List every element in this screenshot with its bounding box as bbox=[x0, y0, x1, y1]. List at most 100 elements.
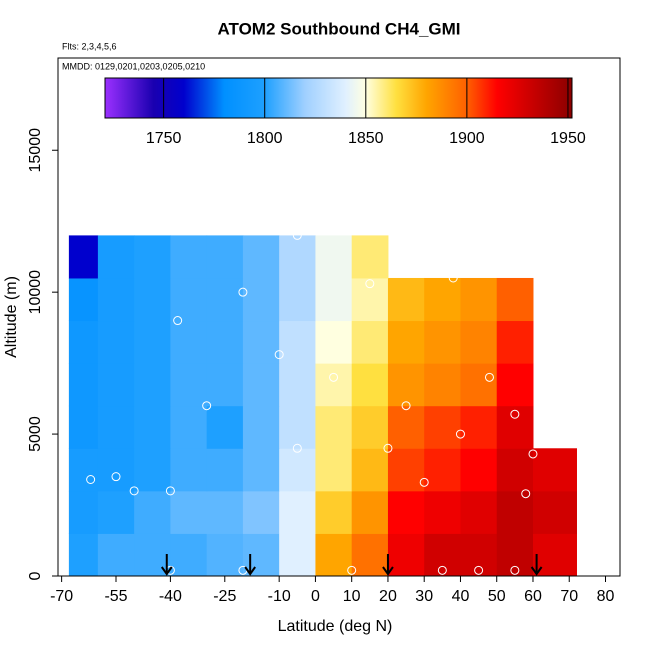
sample-point bbox=[383, 443, 393, 453]
heatmap-cell bbox=[351, 320, 389, 364]
heatmap-cell bbox=[170, 405, 208, 449]
heatmap-cell bbox=[134, 320, 171, 364]
heatmap-cell bbox=[279, 277, 316, 322]
heatmap-cell bbox=[387, 490, 425, 534]
heatmap-cell bbox=[387, 448, 425, 492]
subtitle: Flts: 2,3,4,5,6 bbox=[62, 41, 117, 51]
heatmap-cell bbox=[134, 363, 171, 407]
sample-point bbox=[165, 486, 175, 496]
heatmap-cell bbox=[97, 320, 135, 364]
heatmap-cell bbox=[460, 405, 498, 449]
heatmap-cell bbox=[242, 533, 280, 577]
heatmap-cell bbox=[134, 533, 171, 577]
heatmap-cell bbox=[97, 235, 135, 279]
y-axis-label: Altitude (m) bbox=[3, 276, 20, 358]
x-tick-label: 30 bbox=[415, 588, 433, 605]
x-tick-label: -10 bbox=[268, 588, 291, 605]
colorbar-tick-label: 1850 bbox=[348, 130, 384, 147]
heatmap-cell bbox=[532, 490, 577, 534]
heatmap-cell bbox=[242, 277, 280, 322]
arrow bbox=[530, 554, 543, 576]
heatmap-cell bbox=[351, 448, 389, 492]
x-tick-label: 70 bbox=[560, 588, 578, 605]
heatmap-cell bbox=[242, 363, 280, 407]
sample-point bbox=[419, 477, 429, 487]
heatmap-cell bbox=[206, 363, 244, 407]
heatmap-cell bbox=[170, 490, 208, 534]
colorbar-tick-label: 1800 bbox=[247, 130, 283, 147]
heatmap-cell bbox=[242, 405, 280, 449]
x-tick-label: -55 bbox=[104, 588, 127, 605]
heatmap-cell bbox=[242, 320, 280, 364]
heatmap-cell bbox=[424, 490, 461, 534]
heatmap-cell bbox=[68, 533, 99, 577]
heatmap-cell bbox=[387, 363, 425, 407]
sample-point bbox=[86, 474, 96, 484]
heatmap-cell bbox=[279, 490, 316, 534]
heatmap-cell bbox=[68, 320, 99, 364]
heatmap-cell bbox=[424, 320, 461, 364]
heatmap-cell bbox=[97, 363, 135, 407]
sample-point bbox=[129, 486, 139, 496]
arrow bbox=[160, 554, 173, 576]
heatmap-cell bbox=[315, 405, 353, 449]
sample-point bbox=[292, 443, 302, 453]
sample-point bbox=[510, 409, 520, 419]
colorbar-tick-label: 1950 bbox=[550, 130, 586, 147]
heatmap-cell bbox=[315, 363, 353, 407]
x-tick-label: 80 bbox=[597, 588, 615, 605]
x-tick-label: 50 bbox=[488, 588, 506, 605]
heatmap-cell bbox=[424, 533, 461, 577]
x-tick-label: 60 bbox=[524, 588, 542, 605]
x-tick-label: 10 bbox=[343, 588, 361, 605]
sample-point bbox=[173, 316, 183, 326]
heatmap-cell bbox=[315, 235, 353, 279]
heatmap-cell bbox=[424, 363, 461, 407]
sample-point bbox=[238, 287, 248, 297]
annotation: MMDD: 0129,0201,0203,0205,0210 bbox=[62, 61, 205, 71]
sample-point bbox=[521, 489, 531, 499]
heatmap-cell bbox=[387, 405, 425, 449]
heatmap-cell bbox=[206, 490, 244, 534]
heatmap-cell bbox=[68, 235, 99, 279]
sample-point bbox=[484, 372, 494, 382]
heatmap-cell bbox=[170, 533, 208, 577]
x-tick-label: -70 bbox=[50, 588, 73, 605]
heatmap-cell bbox=[460, 277, 498, 322]
sample-point bbox=[365, 279, 375, 289]
heatmap-cell bbox=[279, 363, 316, 407]
heatmap-cell bbox=[315, 490, 353, 534]
heatmap-cell bbox=[279, 533, 316, 577]
heatmap-cell bbox=[68, 405, 99, 449]
heatmap-cell bbox=[170, 363, 208, 407]
heatmap-cell bbox=[496, 277, 534, 322]
heatmap-cell bbox=[460, 320, 498, 364]
heatmap-cell bbox=[242, 490, 280, 534]
heatmap-cell bbox=[424, 448, 461, 492]
heatmap-cell bbox=[68, 363, 99, 407]
x-tick-label: 20 bbox=[379, 588, 397, 605]
heatmap-cell bbox=[496, 363, 534, 407]
heatmap-cell bbox=[279, 320, 316, 364]
heatmap-cell bbox=[206, 277, 244, 322]
heatmap-cell bbox=[170, 448, 208, 492]
heatmap-cell bbox=[68, 277, 99, 322]
heatmap-cell bbox=[315, 448, 353, 492]
heatmap-cell bbox=[279, 448, 316, 492]
heatmap-cell bbox=[206, 405, 244, 449]
heatmap-cell bbox=[97, 490, 135, 534]
heatmap-cell bbox=[134, 405, 171, 449]
heatmap-cell bbox=[351, 533, 389, 577]
heatmap-cell bbox=[351, 490, 389, 534]
heatmap-cell bbox=[496, 405, 534, 449]
sample-point bbox=[474, 565, 484, 575]
heatmap-cell bbox=[206, 533, 244, 577]
sample-point bbox=[329, 372, 339, 382]
sample-point bbox=[401, 401, 411, 411]
x-axis-label: Latitude (deg N) bbox=[278, 618, 393, 635]
heatmap-cell bbox=[68, 448, 99, 492]
colorbar-tick-label: 1900 bbox=[449, 130, 485, 147]
y-tick-label: 15000 bbox=[27, 128, 44, 173]
heatmap-cell bbox=[134, 235, 171, 279]
